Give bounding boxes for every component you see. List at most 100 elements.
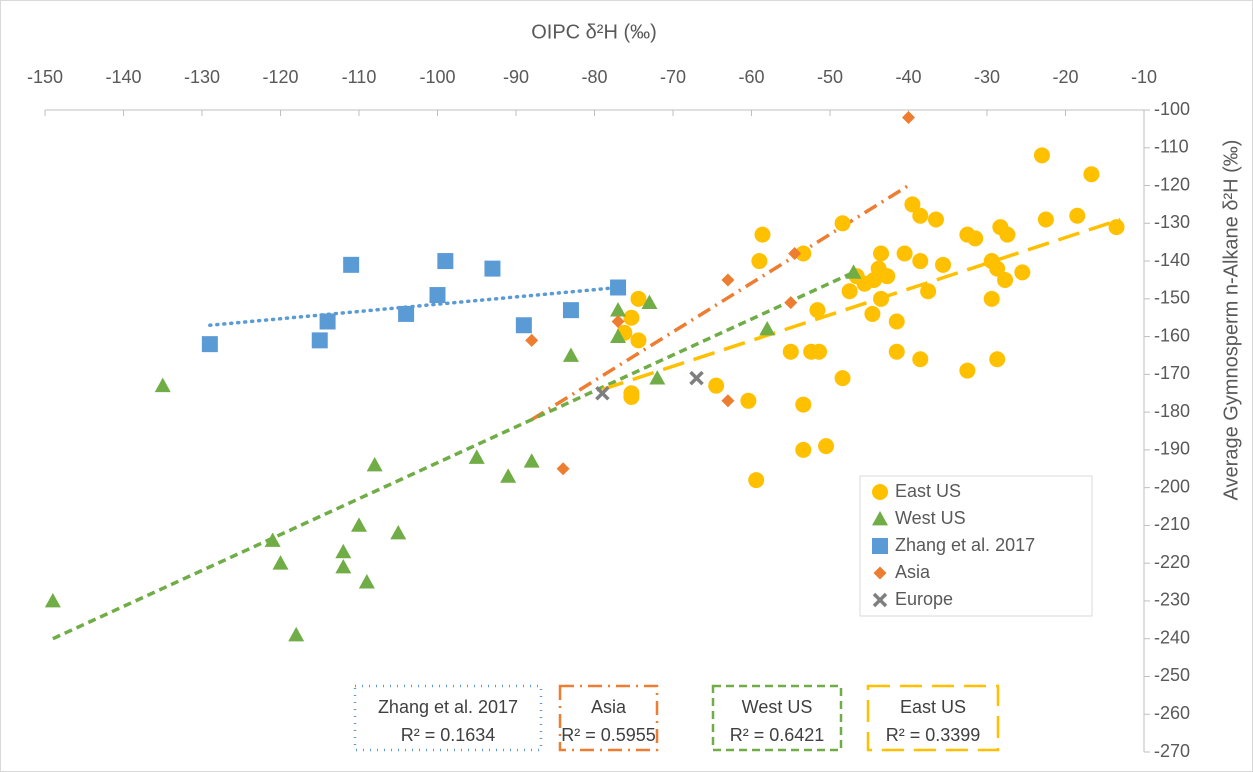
- point: [873, 245, 890, 262]
- y-tick-label: -270: [1154, 741, 1190, 761]
- point: [1033, 147, 1050, 164]
- point: [429, 287, 446, 304]
- point: [484, 260, 501, 277]
- point: [935, 256, 952, 273]
- x-tick-label: -10: [1131, 67, 1157, 87]
- legend-marker: [872, 511, 888, 526]
- point: [912, 207, 929, 224]
- point: [896, 245, 913, 262]
- x-tick-label: -100: [419, 67, 455, 87]
- trendline-r2: R² = 0.1634: [401, 725, 496, 745]
- point: [311, 332, 328, 349]
- point: [912, 253, 929, 270]
- y-tick-label: -110: [1154, 137, 1189, 157]
- point: [358, 574, 375, 589]
- trendline: [601, 217, 1121, 392]
- point: [611, 314, 625, 328]
- point: [759, 321, 776, 336]
- trendline-r2: R² = 0.3399: [886, 725, 981, 745]
- trendline-label: West US R² = 0.6421: [711, 684, 843, 752]
- point: [630, 290, 647, 307]
- trendline-label: Zhang et al. 2017 R² = 0.1634: [353, 684, 543, 752]
- point: [1083, 166, 1100, 183]
- trendline-label-box: [711, 684, 843, 752]
- point: [708, 377, 725, 394]
- trendline-label-box: [353, 684, 543, 752]
- point: [1014, 264, 1031, 281]
- point: [610, 328, 627, 343]
- trendline-label: East US R² = 0.3399: [866, 684, 1000, 752]
- y-tick-label: -260: [1154, 703, 1190, 723]
- point: [595, 385, 610, 401]
- point: [788, 247, 802, 261]
- x-tick-label: -30: [974, 67, 1000, 87]
- x-tick-label: -70: [660, 67, 686, 87]
- point: [795, 441, 812, 458]
- point: [795, 396, 812, 413]
- legend-marker: [873, 566, 887, 580]
- x-tick-label: -40: [895, 67, 921, 87]
- y-tick-label: -130: [1154, 212, 1190, 232]
- point: [983, 290, 1000, 307]
- trendline-r2: R² = 0.5955: [561, 725, 656, 745]
- point: [845, 264, 862, 279]
- legend-label: East US: [895, 481, 961, 501]
- point: [841, 283, 858, 300]
- point: [523, 453, 540, 468]
- y-tick-label: -150: [1154, 288, 1190, 308]
- y-tick-label: -180: [1154, 401, 1190, 421]
- x-tick-label: -140: [105, 67, 141, 87]
- point: [997, 271, 1014, 288]
- point: [556, 462, 570, 476]
- point: [784, 296, 798, 310]
- point: [999, 226, 1016, 243]
- point: [904, 196, 921, 213]
- point: [740, 392, 757, 409]
- legend-box: [859, 475, 1093, 617]
- trendline-label-box: [866, 684, 1000, 752]
- point: [641, 294, 658, 309]
- trendline-r2: R² = 0.6421: [730, 725, 825, 745]
- y-tick-label: -160: [1154, 325, 1190, 345]
- point: [689, 370, 704, 386]
- point: [888, 313, 905, 330]
- point: [751, 253, 768, 270]
- point: [288, 626, 305, 642]
- x-tick-label: -90: [503, 67, 529, 87]
- legend-marker: [872, 538, 888, 554]
- point: [610, 302, 627, 317]
- trendline-name: West US: [742, 697, 813, 717]
- point: [927, 211, 944, 228]
- x-tick-label: -80: [581, 67, 607, 87]
- x-tick-label: -110: [342, 67, 377, 87]
- point: [879, 268, 896, 285]
- point: [834, 370, 851, 387]
- point: [1108, 219, 1125, 236]
- point: [366, 456, 383, 472]
- point: [398, 305, 415, 322]
- x-tick-label: -130: [184, 67, 220, 87]
- trendline-label: Asia R² = 0.5955: [558, 684, 659, 752]
- trendline-name: East US: [900, 697, 966, 717]
- point: [748, 472, 765, 489]
- legend-marker: [872, 592, 888, 608]
- point: [154, 377, 171, 393]
- point: [562, 347, 579, 362]
- point: [319, 313, 336, 330]
- point: [525, 333, 539, 347]
- point: [390, 524, 407, 540]
- y-tick-label: -170: [1154, 363, 1190, 383]
- point: [1037, 211, 1054, 228]
- point: [623, 309, 640, 326]
- point: [351, 517, 367, 532]
- point: [912, 351, 929, 368]
- point: [818, 438, 835, 455]
- y-tick-label: -190: [1154, 439, 1190, 459]
- point: [1069, 207, 1086, 224]
- x-tick-label: -20: [1052, 67, 1078, 87]
- x-tick-label: -120: [262, 67, 298, 87]
- point: [468, 449, 485, 464]
- legend-label: Zhang et al. 2017: [895, 535, 1035, 555]
